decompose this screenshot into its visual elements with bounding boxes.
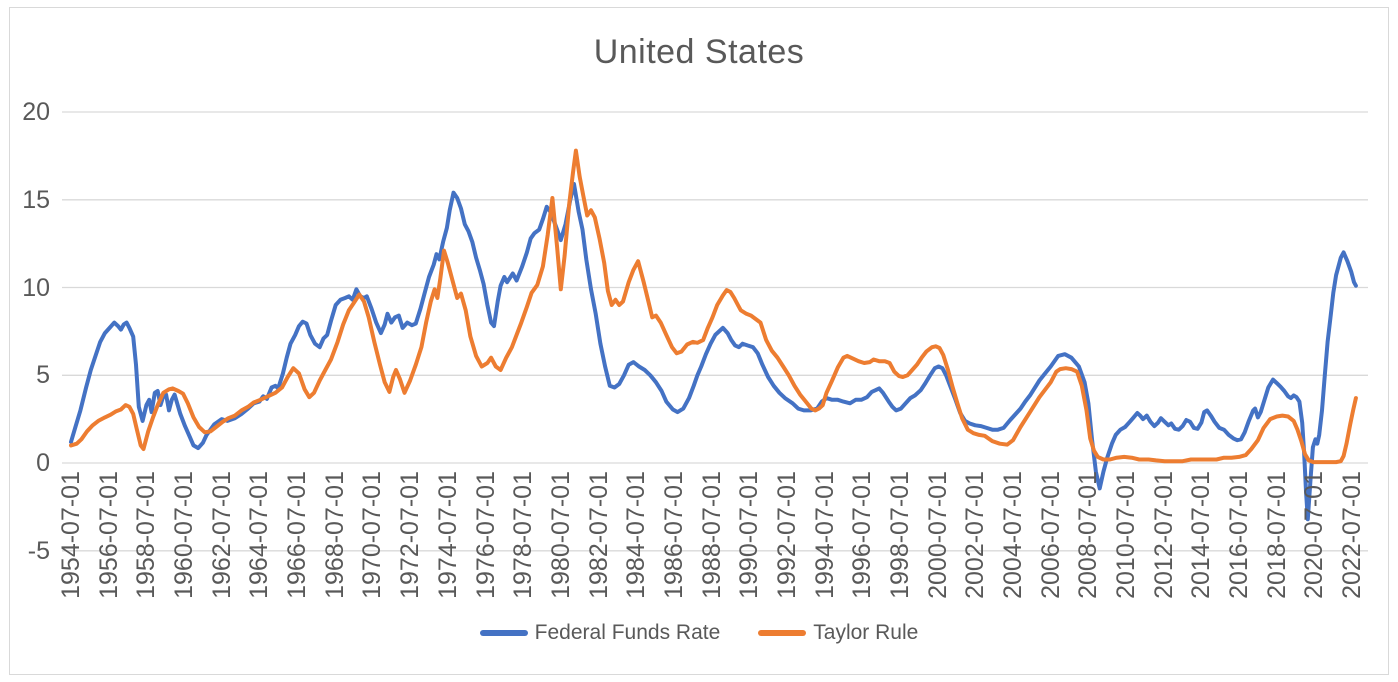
legend-item-taylor-rule: Taylor Rule [758, 621, 918, 645]
x-axis-tick-label: 1962-07-01 [207, 471, 236, 599]
x-axis-tick-label: 2006-07-01 [1036, 471, 1065, 599]
x-axis-tick-label: 1958-07-01 [132, 471, 161, 599]
x-axis-tick-label: 2018-07-01 [1262, 471, 1291, 599]
y-axis-tick-label: 20 [22, 98, 50, 126]
series-line-federal-funds-rate [69, 182, 1358, 522]
legend: Federal Funds Rate Taylor Rule [0, 615, 1398, 651]
y-axis-tick-label: 10 [22, 273, 50, 302]
x-axis-tick-label: 2022-07-01 [1338, 471, 1367, 599]
x-axis-tick-label: 1966-07-01 [283, 471, 312, 599]
x-axis-tick-label: 2004-07-01 [999, 471, 1027, 599]
x-axis-tick-label: 1956-07-01 [94, 471, 123, 599]
x-axis-tick-label: 2016-07-01 [1225, 471, 1254, 599]
x-axis-tick-label: 2014-07-01 [1187, 471, 1216, 599]
y-axis-tick-label: -5 [27, 536, 50, 565]
x-axis-tick-label: 1986-07-01 [659, 471, 688, 599]
x-axis-tick-label: 2020-07-01 [1300, 471, 1329, 599]
x-axis-tick-label: 1970-07-01 [358, 471, 387, 599]
x-axis-tick-label: 1968-07-01 [320, 471, 349, 599]
x-axis-tick-label: 1998-07-01 [886, 471, 914, 599]
x-axis-tick-label: 2008-07-01 [1074, 471, 1103, 599]
x-axis-tick-label: 2000-07-01 [923, 471, 952, 599]
legend-line-swatch [758, 630, 807, 636]
chart-title: United States [593, 33, 805, 71]
legend-label: Federal Funds Rate [534, 621, 721, 644]
x-axis-tick-label: 1964-07-01 [245, 471, 274, 599]
x-axis-tick-label: 1992-07-01 [772, 471, 801, 599]
x-axis-tick-label: 1982-07-01 [584, 471, 613, 599]
y-axis-tick-label: 15 [22, 185, 50, 214]
x-axis-tick-label: 2002-07-01 [961, 471, 990, 599]
x-axis-tick-label: 1974-07-01 [433, 471, 462, 599]
x-axis-tick-label: 2010-07-01 [1112, 471, 1140, 599]
legend-label: Taylor Rule [813, 621, 919, 644]
x-axis-tick-label: 1994-07-01 [810, 471, 839, 599]
series-line-taylor-rule [69, 148, 1358, 465]
x-axis-tick-label: 1978-07-01 [509, 471, 538, 599]
legend-line-swatch [479, 630, 528, 636]
x-axis-tick-label: 1976-07-01 [471, 471, 500, 599]
x-axis-tick-label: 1960-07-01 [170, 471, 198, 599]
x-axis-tick-label: 2012-07-01 [1149, 471, 1178, 599]
x-axis-tick-label: 1984-07-01 [622, 471, 651, 599]
x-axis-tick-label: 1972-07-01 [396, 471, 425, 599]
x-axis-tick-label: 1980-07-01 [546, 471, 575, 599]
x-axis-tick-label: 1990-07-01 [735, 471, 764, 599]
legend-item-federal-funds-rate: Federal Funds Rate [479, 621, 721, 645]
x-axis-tick-label: 1988-07-01 [697, 471, 726, 599]
y-axis-tick-label: 5 [36, 361, 50, 390]
y-axis-tick-label: 0 [36, 449, 50, 477]
x-axis-tick-label: 1954-07-01 [57, 471, 85, 599]
x-axis-tick-label: 1996-07-01 [848, 471, 877, 599]
